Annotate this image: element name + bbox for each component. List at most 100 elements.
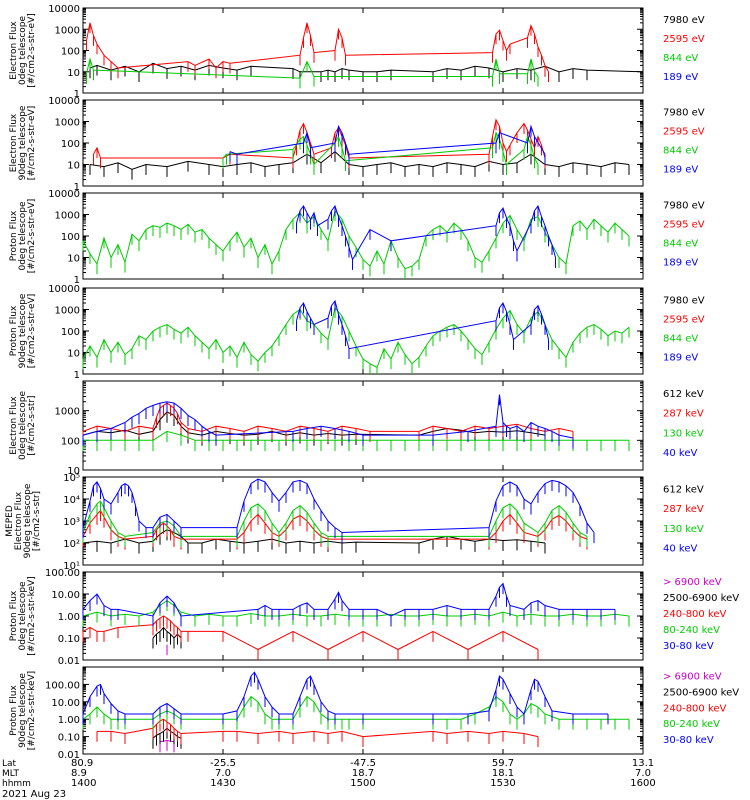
legend-entry: 30-80 keV [663, 735, 714, 746]
legend-entry: 189 eV [663, 353, 698, 364]
series-line-240-800-kev [97, 718, 539, 738]
y-tick-label: 10 [67, 161, 80, 172]
y-tick-label: 10³ [63, 517, 80, 528]
y-tick-label: 10¹ [63, 561, 80, 572]
y-axis-label: [#/cm2-s-str-keV] [27, 576, 37, 655]
series-line-844-ev [222, 131, 539, 166]
y-tick-label: 10⁵ [63, 473, 80, 484]
series-line-80-240-kev [82, 599, 630, 617]
y-axis-label: 90deg telescope [18, 105, 28, 180]
legend-entry: 130 keV [663, 428, 704, 439]
panel-frame [82, 380, 644, 471]
x-tick-label: 18.7 [352, 768, 374, 779]
y-tick-label: 1000 [55, 25, 80, 36]
series-line-287-kev [82, 402, 574, 432]
y-axis-label: 0deg telescope [18, 581, 28, 651]
y-tick-label: 100 [61, 139, 80, 150]
y-axis-label: [#/cm2-s-str] [27, 395, 37, 455]
y-tick-label: 1.00 [58, 612, 80, 623]
y-axis-label: 90deg telescope [18, 293, 28, 368]
y-axis-label: [#/cm2-s-str-keV] [27, 671, 37, 750]
series-line-130-kev [83, 430, 629, 441]
legend-entry: 7980 eV [663, 200, 705, 211]
y-tick-label: 1000 [55, 407, 80, 418]
legend-entry: 2500-6900 keV [663, 687, 739, 698]
y-tick-label: 10000 [48, 4, 80, 15]
date-label: 2021 Aug 23 [2, 789, 66, 800]
x-tick-label: 7.0 [635, 768, 651, 779]
y-tick-label: 10000 [48, 189, 80, 200]
y-tick-label: 10 [67, 349, 80, 360]
legend-entry: 40 keV [663, 448, 697, 459]
legend-entry: 844 eV [663, 239, 698, 250]
y-tick-label: 100.00 [45, 680, 80, 691]
legend-entry: 7980 eV [663, 15, 705, 26]
y-tick-label: 10 [67, 68, 80, 79]
x-row-label: hhmm [2, 779, 31, 789]
x-tick-label: 1400 [71, 778, 96, 789]
legend-entry: 612 keV [663, 389, 704, 400]
y-tick-label: 1 [74, 275, 80, 286]
legend-entry: 130 keV [663, 524, 704, 535]
x-tick-label: 1500 [350, 778, 375, 789]
x-tick-label: -47.5 [350, 758, 376, 769]
legend-entry: 30-80 keV [663, 641, 714, 652]
series-line-189-ev [296, 204, 556, 261]
y-tick-label: 10 [67, 466, 80, 477]
series-line-287-kev [82, 509, 588, 540]
y-tick-label: 10.00 [51, 698, 80, 709]
x-row-label: Lat [2, 759, 17, 769]
legend-entry: 80-240 keV [663, 719, 720, 730]
legend-entry: 2595 eV [663, 126, 705, 137]
series-line-240-800-kev [82, 615, 539, 651]
y-tick-label: 0.01 [58, 656, 80, 667]
y-tick-label: 1 [74, 182, 80, 193]
y-axis-label: 90deg telescope [23, 483, 33, 558]
series-line-30-80-kev [82, 582, 615, 617]
legend-entry: > 6900 keV [663, 672, 722, 683]
x-tick-label: 1600 [630, 778, 655, 789]
y-axis-label: Electron Flux [9, 21, 19, 80]
y-tick-label: 10000 [48, 96, 80, 107]
x-tick-label: 8.9 [71, 768, 87, 779]
y-tick-label: 0.10 [58, 634, 80, 645]
y-tick-label: 1 [74, 89, 80, 100]
legend-entry: 7980 eV [663, 295, 705, 306]
legend-entry: 7980 eV [663, 107, 705, 118]
legend-entry: > 6900 keV [663, 577, 722, 588]
y-axis-label: Proton Flux [9, 210, 19, 261]
y-axis-label: 90deg telescope [18, 673, 28, 748]
legend-entry: 2595 eV [663, 34, 705, 45]
series-line-40-kev [82, 394, 574, 439]
legend-entry: 80-240 keV [663, 625, 720, 636]
legend-entry: 189 eV [663, 72, 698, 83]
y-axis-label: Electron Flux [14, 491, 24, 550]
legend-entry: 2500-6900 keV [663, 593, 739, 604]
x-tick-label: 7.0 [215, 768, 231, 779]
y-tick-label: 100 [61, 436, 80, 447]
legend-entry: 189 eV [663, 258, 698, 269]
legend-entry: 189 eV [663, 165, 698, 176]
x-tick-label: -25.5 [210, 758, 236, 769]
legend-entry: 2595 eV [663, 314, 705, 325]
y-axis-label: Proton Flux [9, 590, 19, 641]
series-line-2595-ev [86, 22, 549, 73]
y-tick-label: 100.00 [45, 568, 80, 579]
y-tick-label: 1000 [55, 306, 80, 317]
x-tick-label: 13.1 [632, 758, 654, 769]
y-tick-label: 10⁴ [63, 495, 80, 506]
x-tick-label: 59.7 [492, 758, 514, 769]
legend-entry: 240-800 keV [663, 703, 727, 714]
x-row-label: MLT [2, 769, 20, 779]
series-line-844-ev [86, 57, 539, 79]
y-tick-label: 10.00 [51, 590, 80, 601]
legend-entry: 844 eV [663, 334, 698, 345]
y-tick-label: 1 [74, 370, 80, 381]
legend-entry: 287 keV [663, 409, 704, 420]
y-axis-label: Electron Flux [9, 396, 19, 455]
x-tick-label: 80.9 [71, 758, 93, 769]
y-tick-label: 10 [67, 254, 80, 265]
legend-entry: 287 keV [663, 504, 704, 515]
legend-entry: 240-800 keV [663, 609, 727, 620]
